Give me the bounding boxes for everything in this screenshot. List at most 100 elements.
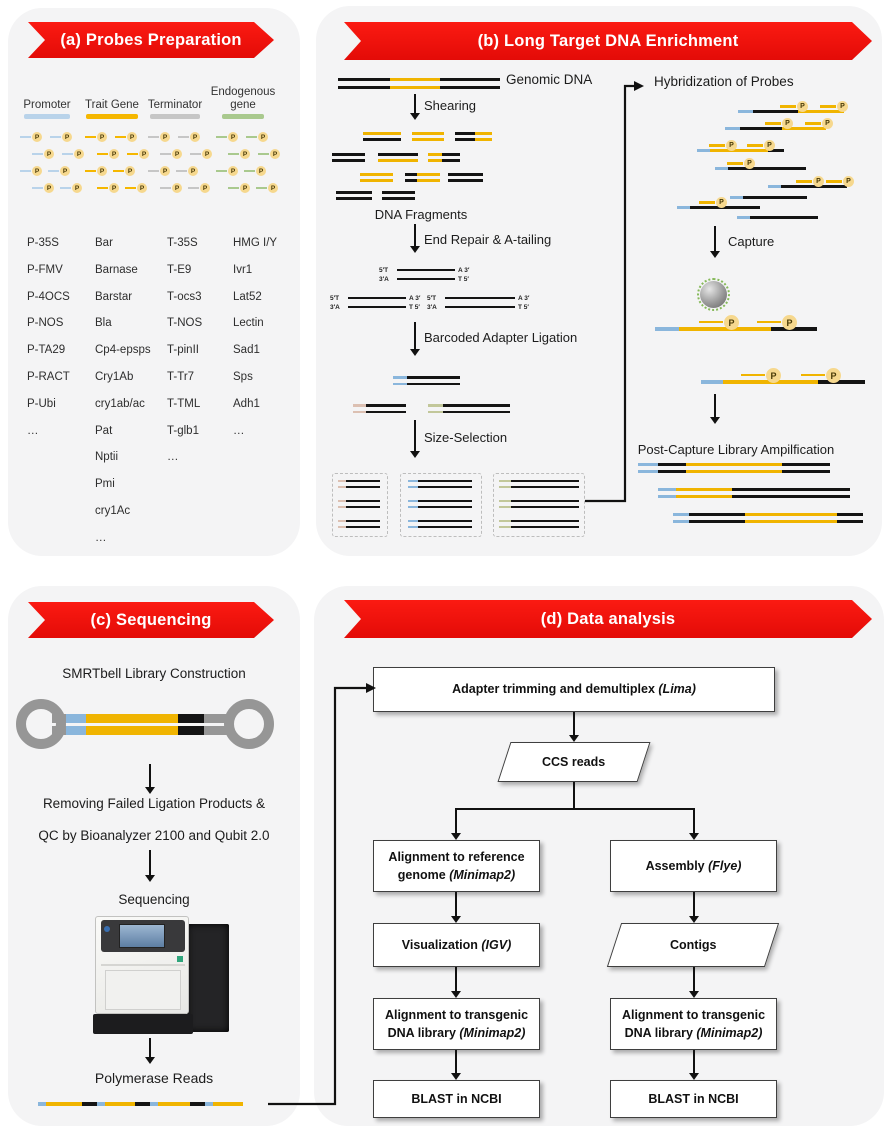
machine-indicator-green — [177, 956, 183, 962]
dna-fragment — [417, 179, 440, 182]
gene-list-item: Nptii — [95, 451, 119, 464]
flow-node-text: Alignment to transgenic DNA library — [621, 1007, 766, 1040]
probe-dash — [20, 169, 31, 173]
arrow-head — [410, 451, 420, 458]
probe-p-circle: P — [32, 166, 42, 176]
post-capture-fragment — [837, 513, 863, 516]
label-smrtbell: SMRTbell Library Construction — [62, 666, 246, 681]
probe-dash — [50, 135, 61, 139]
label-end-repair: End Repair & A-tailing — [424, 232, 552, 247]
post-capture-fragment — [676, 488, 732, 491]
end-repaired-strand — [445, 297, 515, 300]
probe-p-circle: P — [160, 166, 170, 176]
machine-indicator-blue — [104, 926, 110, 932]
barcoded-fragment — [366, 404, 406, 407]
post-capture-fragment — [837, 520, 863, 523]
probe-p-circle: P — [256, 166, 266, 176]
panel-a: (a) Probes Preparation Promoter P P P P P P P P P… — [8, 8, 300, 556]
panel-c-title: (c) Sequencing — [90, 610, 212, 629]
flow-node-contigs: Contigs — [606, 923, 780, 967]
probe-p-circle: P — [716, 197, 727, 208]
gene-list-item: HMG I/Y — [233, 237, 278, 249]
dna-fragment — [336, 191, 372, 194]
post-capture-fragment — [658, 495, 676, 498]
barcoded-fragment — [393, 376, 407, 379]
sized-fragment — [418, 505, 472, 508]
arrow-head — [451, 916, 461, 923]
dna-fragment — [412, 132, 444, 135]
sized-fragment — [338, 520, 346, 523]
post-capture-fragment — [782, 470, 830, 473]
sized-fragment — [346, 480, 380, 483]
gene-list-item: Sps — [233, 371, 253, 383]
probe-dash — [176, 169, 187, 173]
gene-list-item: Pmi — [95, 478, 115, 491]
barcoded-fragment — [393, 382, 407, 385]
arrow-line — [455, 967, 457, 992]
dna-fragment — [378, 153, 418, 156]
flow-node-blast-right: BLAST in NCBI — [610, 1080, 777, 1118]
capture-bead — [697, 278, 730, 311]
probe-p-circle: P — [32, 132, 42, 142]
sized-fragment — [346, 485, 380, 488]
panel-b-title: (b) Long Target DNA Enrichment — [477, 31, 739, 50]
probe-p-circle: P — [228, 166, 238, 176]
panel-b-banner: (b) Long Target DNA Enrichment — [344, 22, 872, 60]
polymerase-read-strip — [82, 1102, 97, 1106]
genomic-dna-strand — [390, 78, 440, 81]
barcoded-fragment — [407, 382, 460, 385]
post-capture-fragment — [676, 495, 732, 498]
probe-dash — [727, 162, 743, 165]
arrow-line — [149, 764, 151, 788]
probe-p-circle: P — [744, 158, 755, 169]
label-size-selection: Size-Selection — [424, 430, 508, 445]
probe-p-circle: P — [843, 176, 854, 187]
end-repaired-strand — [445, 306, 515, 309]
flow-node-ccs-reads: CCS reads — [497, 742, 651, 782]
sized-fragment — [408, 525, 418, 528]
gene-list-item: Lat52 — [233, 290, 262, 303]
probe-dash — [148, 135, 159, 139]
hybridized-strand — [768, 149, 784, 152]
probe-p-circle: P — [62, 132, 72, 142]
arrow-head — [145, 787, 155, 794]
hybridized-strand — [710, 149, 768, 152]
gene-list-item: Adh1 — [233, 397, 260, 410]
column-color-bar — [24, 114, 70, 119]
post-capture-fragment — [782, 463, 830, 466]
flow-node-text: Alignment to transgenic DNA library — [384, 1007, 529, 1040]
captured-strand — [701, 380, 723, 384]
polymerase-read-strip — [150, 1102, 158, 1106]
probe-dash — [228, 186, 239, 190]
arrow-line — [455, 892, 457, 917]
panel-d-banner: (d) Data analysis — [344, 600, 872, 638]
machine-base — [93, 1014, 193, 1034]
polymerase-read-strip — [135, 1102, 150, 1106]
gene-list-item: T-Tr7 — [167, 371, 195, 383]
probe-dash — [97, 186, 108, 190]
arrow-line — [693, 892, 695, 917]
genomic-dna-strand — [440, 86, 500, 89]
smrtbell-bar — [66, 726, 86, 735]
barcoded-fragment — [353, 410, 366, 413]
sized-fragment — [338, 525, 346, 528]
dna-fragment — [360, 173, 393, 176]
post-capture-fragment — [658, 463, 686, 466]
flow-node-align-transgenic-right: Alignment to transgenic DNA library (Min… — [610, 998, 777, 1050]
post-capture-fragment — [658, 470, 686, 473]
hybridized-strand — [743, 196, 807, 199]
label-qc-line2: QC by Bioanalyzer 2100 and Qubit 2.0 — [38, 828, 270, 843]
smrtbell-bar — [86, 714, 178, 723]
probe-p-circle: P — [160, 132, 170, 142]
flow-node-text: Visualization — [401, 937, 482, 952]
probe-dash — [709, 144, 725, 147]
label-capture: Capture — [728, 234, 775, 249]
arrow-head — [410, 113, 420, 120]
gene-list-item: T-NOS — [167, 317, 203, 330]
gene-list-item: T-TML — [167, 397, 201, 410]
dna-fragment — [455, 138, 475, 141]
dna-fragment — [378, 159, 418, 162]
probe-dash — [32, 186, 43, 190]
polymerase-read-strip — [46, 1102, 82, 1106]
probe-p-circle: P — [822, 118, 833, 129]
